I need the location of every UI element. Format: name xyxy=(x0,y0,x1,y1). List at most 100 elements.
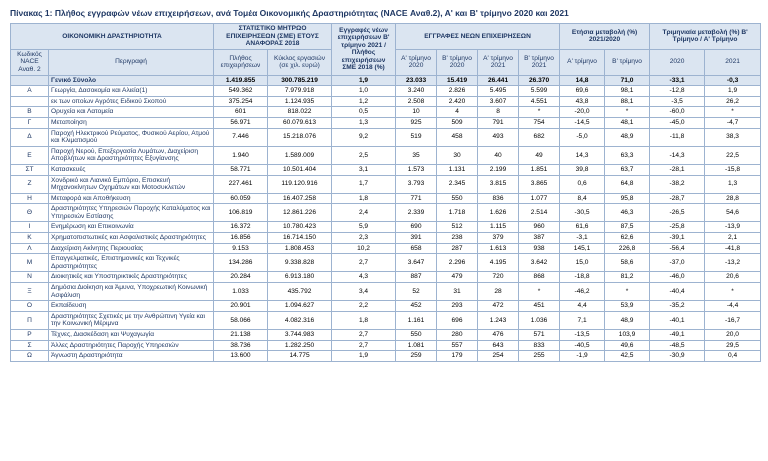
value-cell: 2.508 xyxy=(395,95,438,108)
value-cell: 119.120.916 xyxy=(267,174,333,194)
value-cell: 9.338.828 xyxy=(267,253,333,273)
value-cell: 54,6 xyxy=(704,203,762,223)
value-cell: 435.792 xyxy=(267,282,333,302)
value-cell: 15,0 xyxy=(559,253,606,273)
value-cell: 3,4 xyxy=(331,282,397,302)
value-cell: 791 xyxy=(477,116,520,129)
value-cell: 1,8 xyxy=(331,192,397,205)
value-cell: -18,8 xyxy=(559,271,606,284)
value-cell: 280 xyxy=(436,329,479,341)
value-cell: 887 xyxy=(395,271,438,284)
value-cell: * xyxy=(518,282,561,302)
table-row: Μ Επαγγελματικές, Επιστημονικές και Τεχνι… xyxy=(10,253,762,273)
value-cell: -11,8 xyxy=(649,127,706,147)
value-cell: 476 xyxy=(477,329,520,341)
value-cell: 1.626 xyxy=(477,203,520,223)
table-row: Ω Άγνωστη Δραστηριότητα 13.600 14.775 1,9 259… xyxy=(10,350,762,362)
value-cell: 38.736 xyxy=(213,339,269,352)
table-row: Π Δραστηριότητες Σχετικές με την Ανθρώπιν… xyxy=(10,310,762,331)
data-table: ΟΙΚΟΝΟΜΙΚΗ ΔΡΑΣΤΗΡΙΟΤΗΤΑ ΣΤΑΤΙΣΤΙΚΟ ΜΗΤΡΩ… xyxy=(9,23,762,362)
value-cell: 1.081 xyxy=(395,339,438,352)
value-cell: 81,2 xyxy=(604,271,651,284)
nace-code: Ξ xyxy=(10,282,49,302)
value-cell: 63,3 xyxy=(604,145,651,165)
value-cell: 287 xyxy=(436,242,479,255)
value-cell: 13.600 xyxy=(213,350,269,362)
table-row: Δ Παροχή Ηλεκτρικού Ρεύματος, Φυσικού Αερ… xyxy=(10,127,762,147)
description: Γενικό Σύνολο xyxy=(47,74,215,87)
value-cell: 48,9 xyxy=(604,127,651,147)
value-cell: 14.775 xyxy=(267,350,333,362)
value-cell: 8,4 xyxy=(559,192,606,205)
value-cell: 379 xyxy=(477,232,520,244)
value-cell: 2.199 xyxy=(477,163,520,176)
value-cell: 451 xyxy=(518,300,561,312)
value-cell: 1.613 xyxy=(477,242,520,255)
value-cell: 49,6 xyxy=(604,339,651,352)
nace-code: Ε xyxy=(10,145,49,165)
value-cell: 28 xyxy=(477,282,520,302)
value-cell: 60.059 xyxy=(213,192,269,205)
table-row: Ζ Χονδρικό και Λιανικό Εμπόριο, Επισκευή … xyxy=(10,174,762,194)
value-cell: 1.077 xyxy=(518,192,561,205)
value-cell: 20,6 xyxy=(704,271,762,284)
column-header: 2020 xyxy=(649,48,706,76)
value-cell: -3,5 xyxy=(649,95,706,108)
value-cell: 10,2 xyxy=(331,242,397,255)
value-cell: -25,8 xyxy=(649,221,706,234)
value-cell: 95,8 xyxy=(604,192,651,205)
value-cell: 1.115 xyxy=(477,221,520,234)
nace-code: Λ xyxy=(10,242,49,255)
value-cell: 58.066 xyxy=(213,310,269,331)
value-cell: -4,7 xyxy=(704,116,762,129)
value-cell: 3.815 xyxy=(477,174,520,194)
value-cell: 53,9 xyxy=(604,300,651,312)
value-cell: -38,2 xyxy=(649,174,706,194)
description: εκ των οποίων Αγρότες Ειδικού Σκοπού xyxy=(47,95,215,108)
value-cell: -40,4 xyxy=(649,282,706,302)
description: Άγνωστη Δραστηριότητα xyxy=(47,350,215,362)
group-header: ΣΤΑΤΙΣΤΙΚΟ ΜΗΤΡΩΟ ΕΠΙΧΕΙΡΗΣΕΩΝ (ΣΜΕ) ΕΤΟ… xyxy=(213,23,333,50)
description: Χονδρικό και Λιανικό Εμπόριο, Επισκευή Μ… xyxy=(47,174,215,194)
header-row: Κωδικός NACE Αναθ. 2 Περιγραφή Πλήθος επιχ… xyxy=(10,48,762,76)
value-cell: 2,7 xyxy=(331,329,397,341)
value-cell: -26,5 xyxy=(649,203,706,223)
value-cell: 391 xyxy=(395,232,438,244)
value-cell: 1,8 xyxy=(331,310,397,331)
value-cell: 14,8 xyxy=(559,74,606,87)
value-cell: 69,6 xyxy=(559,85,606,97)
value-cell: -30,9 xyxy=(649,350,706,362)
value-cell: 549.362 xyxy=(213,85,269,97)
description: Ορυχεία και Λατομεία xyxy=(47,106,215,118)
value-cell: -13,9 xyxy=(704,221,762,234)
description: Χρηματοπιστωτικές και Ασφαλιστικές Δραστ… xyxy=(47,232,215,244)
value-cell: 836 xyxy=(477,192,520,205)
value-cell: 2,5 xyxy=(331,145,397,165)
nace-code: Β xyxy=(10,106,49,118)
nace-code: Μ xyxy=(10,253,49,273)
value-cell: 4.195 xyxy=(477,253,520,273)
value-cell: 938 xyxy=(518,242,561,255)
nace-code: Ζ xyxy=(10,174,49,194)
group-header: Τριμηνιαία μεταβολή (%) Β' Τρίμηνο / Α' … xyxy=(649,23,762,50)
value-cell: -28,7 xyxy=(649,192,706,205)
value-cell: 1.589.009 xyxy=(267,145,333,165)
value-cell: 52 xyxy=(395,282,438,302)
value-cell: 2,7 xyxy=(331,339,397,352)
value-cell: 1.419.855 xyxy=(213,74,269,87)
value-cell: * xyxy=(518,106,561,118)
value-cell: 293 xyxy=(436,300,479,312)
nace-code: Κ xyxy=(10,232,49,244)
table-row: Ι Ενημέρωση και Επικοινωνία 16.372 10.780.4… xyxy=(10,221,762,234)
value-cell: 868 xyxy=(518,271,561,284)
value-cell: 10.501.404 xyxy=(267,163,333,176)
value-cell: 2.514 xyxy=(518,203,561,223)
value-cell: 925 xyxy=(395,116,438,129)
value-cell: * xyxy=(704,282,762,302)
value-cell: 227.461 xyxy=(213,174,269,194)
value-cell: 1.243 xyxy=(477,310,520,331)
value-cell: 2.420 xyxy=(436,95,479,108)
value-cell: 16.856 xyxy=(213,232,269,244)
value-cell: 300.785.219 xyxy=(267,74,333,87)
column-header: Β' τρίμηνο xyxy=(604,48,651,76)
